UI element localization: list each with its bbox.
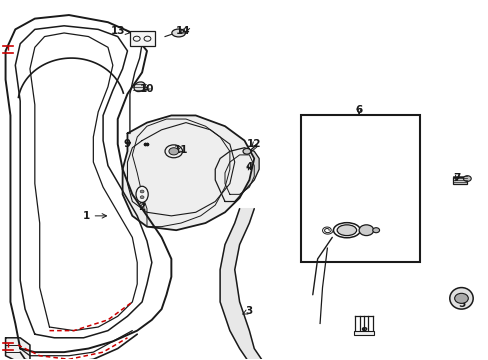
Ellipse shape (336, 225, 356, 235)
Bar (130, 31, 155, 46)
Text: 3: 3 (242, 306, 252, 316)
Circle shape (168, 148, 178, 155)
Bar (300, 116, 419, 262)
Text: 4: 4 (245, 162, 253, 172)
Text: 5: 5 (457, 296, 464, 309)
Text: 8: 8 (360, 327, 367, 337)
Ellipse shape (171, 29, 185, 37)
Text: 10: 10 (140, 84, 154, 94)
Text: 7: 7 (452, 173, 459, 183)
Circle shape (140, 196, 144, 199)
Text: 12: 12 (246, 139, 261, 149)
Text: 11: 11 (174, 144, 188, 154)
Text: 1: 1 (82, 211, 106, 221)
Text: 14: 14 (176, 26, 190, 36)
Text: 2: 2 (138, 202, 145, 212)
Bar (452, 177, 467, 184)
Ellipse shape (449, 288, 472, 309)
Text: 9: 9 (123, 139, 131, 149)
Text: 13: 13 (110, 26, 130, 36)
Circle shape (454, 293, 468, 303)
Circle shape (140, 190, 144, 193)
Ellipse shape (243, 148, 250, 154)
Polygon shape (215, 148, 259, 202)
Polygon shape (122, 116, 254, 230)
Text: 6: 6 (355, 105, 362, 115)
Bar (353, 331, 373, 335)
Ellipse shape (134, 82, 145, 91)
Polygon shape (5, 338, 30, 360)
Polygon shape (220, 209, 264, 360)
Ellipse shape (358, 225, 373, 235)
Ellipse shape (463, 176, 470, 181)
Ellipse shape (136, 186, 148, 202)
Ellipse shape (372, 228, 379, 233)
